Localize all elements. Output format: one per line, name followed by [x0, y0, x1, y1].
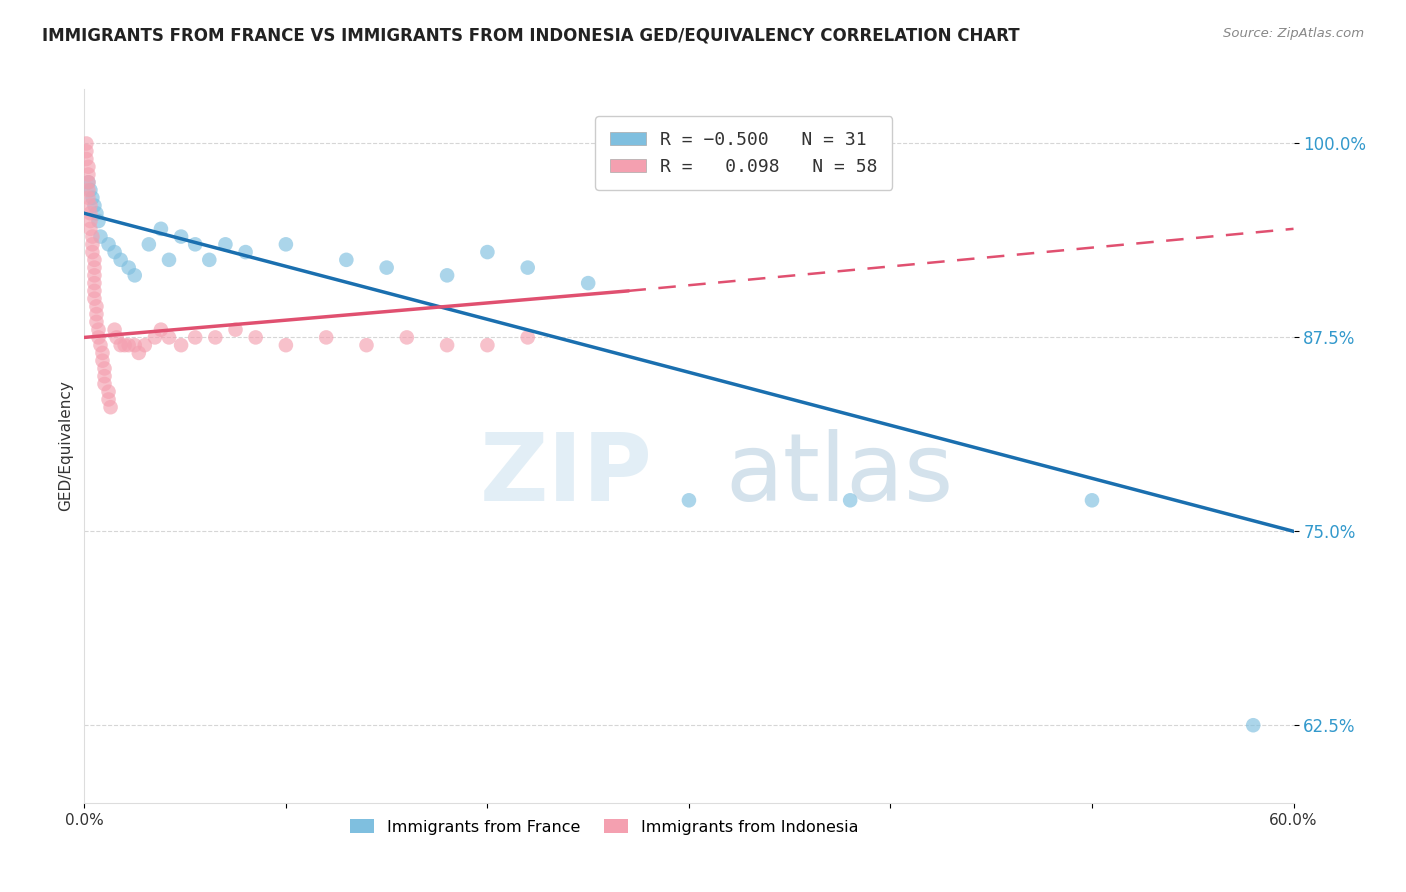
Point: [1241, 718, 1264, 732]
Point: [77, 191, 100, 205]
Point: [86, 299, 108, 313]
Point: [356, 338, 378, 352]
Point: [87, 330, 110, 344]
Text: ZIP: ZIP: [479, 428, 652, 521]
Point: [82, 191, 104, 205]
Point: [170, 338, 193, 352]
Point: [235, 245, 257, 260]
Point: [516, 260, 538, 275]
Point: [83, 268, 105, 283]
Point: [105, 330, 128, 344]
Point: [79, 198, 101, 212]
Point: [83, 198, 105, 212]
Text: IMMIGRANTS FROM FRANCE VS IMMIGRANTS FROM INDONESIA GED/EQUIVALENCY CORRELATION : IMMIGRANTS FROM FRANCE VS IMMIGRANTS FRO…: [42, 27, 1019, 45]
Y-axis label: GED/Equivalency: GED/Equivalency: [58, 381, 73, 511]
Point: [245, 330, 267, 344]
Point: [75, 145, 97, 159]
Point: [93, 369, 115, 384]
Point: [134, 338, 156, 352]
Point: [79, 206, 101, 220]
Point: [91, 353, 114, 368]
Point: [157, 252, 180, 267]
Point: [91, 346, 114, 360]
Point: [86, 307, 108, 321]
Point: [118, 338, 141, 352]
Point: [75, 152, 97, 166]
Point: [77, 160, 100, 174]
Point: [315, 330, 337, 344]
Point: [110, 252, 132, 267]
Point: [335, 252, 357, 267]
Point: [97, 384, 120, 399]
Point: [204, 330, 226, 344]
Point: [170, 229, 193, 244]
Point: [274, 237, 297, 252]
Point: [77, 175, 100, 189]
Point: [83, 276, 105, 290]
Point: [77, 168, 100, 182]
Point: [149, 323, 172, 337]
Point: [114, 338, 136, 352]
Point: [77, 183, 100, 197]
Point: [678, 493, 700, 508]
Point: [83, 252, 105, 267]
Point: [97, 237, 120, 252]
Point: [87, 323, 110, 337]
Point: [83, 260, 105, 275]
Point: [576, 276, 599, 290]
Point: [75, 136, 97, 151]
Point: [198, 252, 221, 267]
Point: [93, 376, 115, 391]
Point: [100, 401, 122, 415]
Point: [436, 268, 458, 283]
Point: [86, 315, 108, 329]
Point: [83, 284, 105, 298]
Point: [149, 222, 172, 236]
Point: [157, 330, 180, 344]
Point: [184, 330, 207, 344]
Text: Source: ZipAtlas.com: Source: ZipAtlas.com: [1223, 27, 1364, 40]
Point: [87, 214, 110, 228]
Point: [104, 245, 127, 260]
Point: [83, 292, 105, 306]
Point: [274, 338, 297, 352]
Point: [97, 392, 120, 407]
Point: [77, 175, 100, 189]
Point: [86, 206, 108, 220]
Point: [184, 237, 207, 252]
Point: [79, 222, 101, 236]
Point: [143, 330, 166, 344]
Point: [124, 338, 146, 352]
Point: [214, 237, 236, 252]
Point: [82, 245, 104, 260]
Point: [477, 338, 499, 352]
Point: [124, 268, 146, 283]
Point: [138, 237, 160, 252]
Point: [89, 229, 111, 244]
Point: [89, 338, 111, 352]
Point: [375, 260, 398, 275]
Point: [82, 229, 104, 244]
Point: [516, 330, 538, 344]
Point: [477, 245, 499, 260]
Text: atlas: atlas: [725, 428, 953, 521]
Point: [395, 330, 418, 344]
Point: [1081, 493, 1104, 508]
Point: [436, 338, 458, 352]
Legend: Immigrants from France, Immigrants from Indonesia: Immigrants from France, Immigrants from …: [343, 813, 865, 841]
Point: [93, 361, 115, 376]
Point: [839, 493, 862, 508]
Point: [104, 323, 127, 337]
Point: [110, 338, 132, 352]
Point: [118, 260, 141, 275]
Point: [79, 183, 101, 197]
Point: [79, 214, 101, 228]
Point: [128, 346, 150, 360]
Point: [225, 323, 247, 337]
Point: [82, 237, 104, 252]
